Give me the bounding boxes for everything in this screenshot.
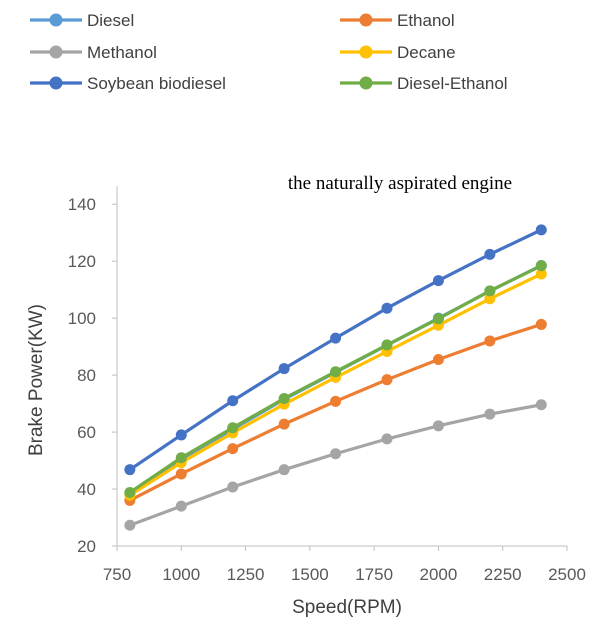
data-point-ethanol bbox=[175, 468, 187, 480]
legend-marker bbox=[359, 76, 373, 90]
data-point-diesel-ethanol bbox=[432, 313, 444, 325]
data-point-diesel-ethanol bbox=[381, 339, 393, 351]
x-tick-label: 1000 bbox=[162, 565, 200, 584]
data-point-soybean-biodiesel bbox=[278, 363, 290, 375]
x-tick-label: 1250 bbox=[227, 565, 265, 584]
data-point-soybean-biodiesel bbox=[124, 464, 136, 476]
series-line-methanol bbox=[129, 403, 542, 527]
series-layer bbox=[124, 224, 547, 531]
legend-label: Ethanol bbox=[397, 11, 455, 30]
legend-item-decane: Decane bbox=[340, 43, 456, 62]
data-point-decane bbox=[535, 268, 547, 280]
legend-item-ethanol: Ethanol bbox=[340, 11, 455, 30]
x-tick-label: 1500 bbox=[291, 565, 329, 584]
data-point-methanol bbox=[278, 464, 290, 476]
series-line-ethanol bbox=[129, 322, 542, 502]
y-tick-label: 40 bbox=[77, 480, 96, 499]
data-point-ethanol bbox=[381, 374, 393, 386]
data-point-soybean-biodiesel bbox=[175, 429, 187, 441]
legend-item-methanol: Methanol bbox=[30, 43, 157, 62]
data-point-ethanol bbox=[432, 353, 444, 365]
y-tick-label: 140 bbox=[68, 195, 96, 214]
series-line-decane bbox=[128, 272, 542, 497]
series-diesel-ethanol bbox=[124, 260, 547, 498]
legend: Diesel Ethanol Methanol Decane Soybean biodi… bbox=[30, 11, 508, 93]
data-point-diesel-ethanol bbox=[227, 422, 239, 434]
series-ethanol bbox=[124, 318, 547, 506]
x-tick-label: 2250 bbox=[484, 565, 522, 584]
chart-title: the naturally aspirated engine bbox=[288, 173, 512, 194]
legend-marker bbox=[49, 45, 63, 59]
data-point-methanol bbox=[535, 399, 547, 411]
legend-item-diesel-ethanol: Diesel-Ethanol bbox=[340, 74, 508, 93]
legend-label: Diesel-Ethanol bbox=[397, 74, 508, 93]
data-point-methanol bbox=[432, 420, 444, 432]
data-point-methanol bbox=[381, 433, 393, 445]
x-tick-label: 2500 bbox=[548, 565, 586, 584]
data-point-methanol bbox=[330, 448, 342, 460]
y-tick-label: 20 bbox=[77, 537, 96, 556]
legend-label: Decane bbox=[397, 43, 456, 62]
legend-label: Methanol bbox=[87, 43, 157, 62]
data-point-methanol bbox=[227, 481, 239, 493]
x-tick-label: 2000 bbox=[420, 565, 458, 584]
data-point-ethanol bbox=[535, 318, 547, 330]
legend-label: Soybean biodiesel bbox=[87, 74, 226, 93]
data-point-diesel-ethanol bbox=[175, 452, 187, 464]
x-axis-label: Speed(RPM) bbox=[292, 597, 402, 618]
y-axis-label: Brake Power(KW) bbox=[26, 304, 47, 456]
data-point-decane bbox=[484, 293, 496, 305]
legend-marker bbox=[49, 76, 63, 90]
data-point-methanol bbox=[484, 408, 496, 420]
legend-marker bbox=[359, 13, 373, 27]
axes: 20 40 60 80 100 120 140 750 1000 1250 1500 1750 2000… bbox=[68, 186, 586, 584]
series-decane bbox=[124, 268, 547, 501]
legend-item-diesel: Diesel bbox=[30, 11, 134, 30]
legend-label: Diesel bbox=[87, 11, 134, 30]
series-line-soybean-biodiesel bbox=[128, 228, 542, 471]
series-soybean-biodiesel bbox=[124, 224, 547, 476]
series-methanol bbox=[124, 399, 547, 531]
y-tick-label: 80 bbox=[77, 366, 96, 385]
y-tick-label: 120 bbox=[68, 252, 96, 271]
data-point-soybean-biodiesel bbox=[484, 248, 496, 260]
data-point-ethanol bbox=[227, 443, 239, 455]
data-point-soybean-biodiesel bbox=[381, 302, 393, 314]
data-point-soybean-biodiesel bbox=[227, 395, 239, 407]
data-point-diesel-ethanol bbox=[330, 366, 342, 378]
data-point-soybean-biodiesel bbox=[330, 332, 342, 344]
data-point-ethanol bbox=[330, 395, 342, 407]
legend-item-soybean-biodiesel: Soybean biodiesel bbox=[30, 74, 226, 93]
legend-marker bbox=[49, 13, 63, 27]
data-point-ethanol bbox=[278, 418, 290, 430]
data-point-methanol bbox=[124, 519, 136, 531]
legend-marker bbox=[359, 45, 373, 59]
data-point-methanol bbox=[175, 500, 187, 512]
x-tick-label: 1750 bbox=[355, 565, 393, 584]
x-tick-label: 750 bbox=[103, 565, 131, 584]
y-tick-label: 60 bbox=[77, 423, 96, 442]
data-point-soybean-biodiesel bbox=[432, 275, 444, 287]
data-point-soybean-biodiesel bbox=[535, 224, 547, 236]
data-point-diesel-ethanol bbox=[535, 260, 547, 272]
data-point-diesel-ethanol bbox=[124, 486, 136, 498]
data-point-ethanol bbox=[484, 335, 496, 347]
y-tick-label: 100 bbox=[68, 309, 96, 328]
data-point-diesel-ethanol bbox=[278, 392, 290, 404]
data-point-diesel-ethanol bbox=[484, 285, 496, 297]
